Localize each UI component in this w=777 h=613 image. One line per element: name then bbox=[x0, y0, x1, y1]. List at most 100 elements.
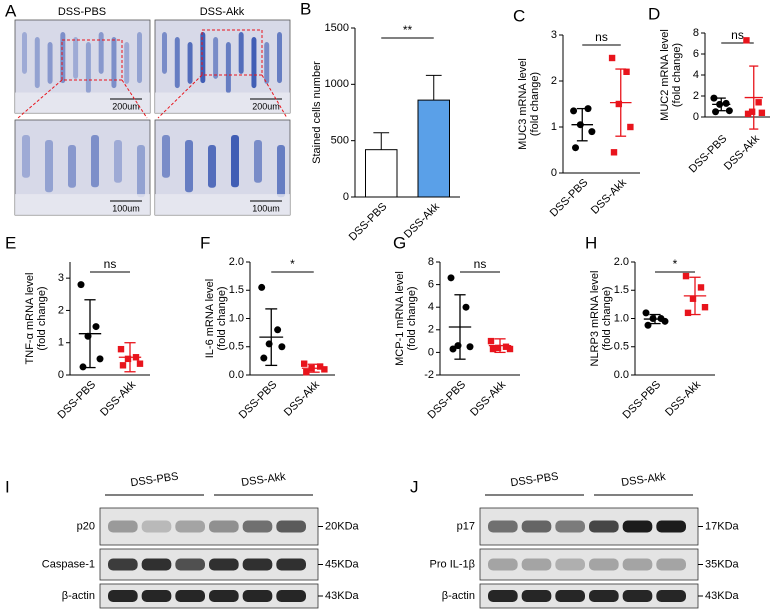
panel-letter: E bbox=[5, 233, 16, 252]
y-tick-label: 6 bbox=[428, 279, 434, 291]
y-tick-label: 1000 bbox=[325, 78, 349, 90]
image-label: DSS-PBS bbox=[58, 6, 106, 18]
crypt bbox=[98, 32, 104, 74]
x-tick-label: DSS-Akk bbox=[98, 378, 138, 418]
y-axis-label: IL-6 mRNA level bbox=[204, 279, 216, 358]
blot-band bbox=[656, 590, 686, 602]
y-tick-label: -2 bbox=[424, 369, 434, 381]
data-point bbox=[308, 365, 315, 372]
data-point bbox=[744, 110, 752, 118]
blot-strip bbox=[99, 548, 319, 581]
y-tick-label: 1.5 bbox=[614, 284, 629, 296]
blot-band bbox=[622, 590, 653, 602]
data-point bbox=[316, 363, 324, 370]
zoom-box bbox=[201, 29, 263, 76]
data-point bbox=[96, 355, 104, 363]
crypt bbox=[114, 140, 122, 183]
row-label: Pro IL-1β bbox=[430, 558, 475, 570]
y-axis-label: (fold change) bbox=[529, 72, 541, 136]
crypt bbox=[208, 145, 216, 188]
data-point bbox=[77, 281, 85, 289]
crypt bbox=[185, 140, 193, 193]
y-axis-label: MUC3 mRNA level bbox=[517, 58, 529, 150]
blot-strip bbox=[479, 507, 699, 546]
significance-label: ns bbox=[731, 28, 744, 42]
crypt bbox=[137, 32, 142, 84]
data-point bbox=[274, 326, 282, 334]
scale-bar-label: 200um bbox=[112, 101, 140, 111]
row-label: β-actin bbox=[442, 590, 475, 602]
panel-letter: G bbox=[393, 233, 406, 252]
crypt bbox=[45, 140, 53, 193]
data-point bbox=[649, 315, 657, 322]
data-point bbox=[584, 105, 592, 113]
y-tick-label: 0.0 bbox=[229, 369, 244, 381]
crypt bbox=[277, 145, 285, 198]
data-point bbox=[449, 345, 457, 353]
lumen bbox=[155, 92, 290, 113]
crypt bbox=[34, 37, 40, 89]
data-point bbox=[716, 100, 724, 108]
row-label: p17 bbox=[457, 520, 475, 532]
crypt bbox=[124, 42, 130, 84]
blot-strip bbox=[99, 507, 319, 546]
x-tick-label: DSS-PBS bbox=[237, 379, 280, 422]
y-tick-label: 500 bbox=[331, 135, 349, 147]
data-point bbox=[466, 343, 474, 351]
blot-band bbox=[175, 590, 205, 602]
data-point bbox=[278, 343, 286, 351]
y-tick-label: 3 bbox=[58, 272, 64, 284]
data-point bbox=[265, 340, 273, 348]
blot-band bbox=[209, 558, 239, 571]
y-tick-label: 0 bbox=[58, 369, 64, 381]
blot-band bbox=[141, 558, 172, 571]
y-tick-label: 0 bbox=[551, 167, 557, 179]
scale-bar-label: 200um bbox=[252, 101, 280, 111]
blot-band bbox=[488, 520, 518, 533]
x-tick-label: DSS-Akk bbox=[282, 378, 322, 418]
y-axis-label: (fold change) bbox=[36, 286, 48, 350]
blot-band bbox=[141, 520, 172, 533]
crypt bbox=[213, 37, 219, 79]
y-axis-label: (fold change) bbox=[601, 286, 613, 350]
y-tick-label: 0 bbox=[428, 346, 434, 358]
data-point bbox=[454, 342, 462, 350]
group-label: DSS-PBS bbox=[130, 471, 179, 490]
blot-band bbox=[488, 558, 518, 571]
blot-band bbox=[622, 558, 653, 571]
data-point bbox=[502, 343, 510, 350]
data-point bbox=[712, 108, 720, 116]
lumen bbox=[15, 194, 150, 215]
blot-band bbox=[589, 558, 619, 571]
y-tick-label: 1.0 bbox=[229, 312, 244, 324]
data-point bbox=[743, 37, 750, 44]
row-label: Caspase-1 bbox=[42, 558, 95, 570]
blot-band bbox=[555, 520, 585, 533]
data-point bbox=[506, 345, 514, 353]
data-point bbox=[136, 360, 144, 367]
x-tick-label: DSS-PBS bbox=[426, 379, 469, 422]
histology-image: 200um bbox=[154, 19, 291, 114]
data-point bbox=[722, 99, 730, 107]
data-point bbox=[682, 272, 690, 280]
x-tick-label: DSS-Akk bbox=[663, 378, 703, 418]
blot-band bbox=[209, 590, 239, 602]
y-tick-label: 2.0 bbox=[229, 256, 244, 268]
data-point bbox=[487, 337, 495, 345]
y-tick-label: 2 bbox=[428, 324, 434, 336]
significance-label: * bbox=[673, 257, 678, 271]
data-point bbox=[642, 309, 650, 317]
data-point bbox=[92, 323, 100, 331]
blot-band bbox=[108, 558, 138, 571]
blot-band bbox=[589, 590, 619, 602]
blot-band bbox=[488, 590, 518, 602]
scale-bar-label: 100um bbox=[252, 203, 280, 213]
y-tick-label: 1.5 bbox=[229, 284, 244, 296]
crypt bbox=[238, 32, 244, 74]
y-tick-label: 6 bbox=[693, 48, 699, 60]
blot-band bbox=[209, 520, 239, 533]
data-point bbox=[79, 363, 87, 371]
y-axis-label: Stained cells number bbox=[311, 61, 323, 164]
blot-band bbox=[276, 590, 306, 602]
